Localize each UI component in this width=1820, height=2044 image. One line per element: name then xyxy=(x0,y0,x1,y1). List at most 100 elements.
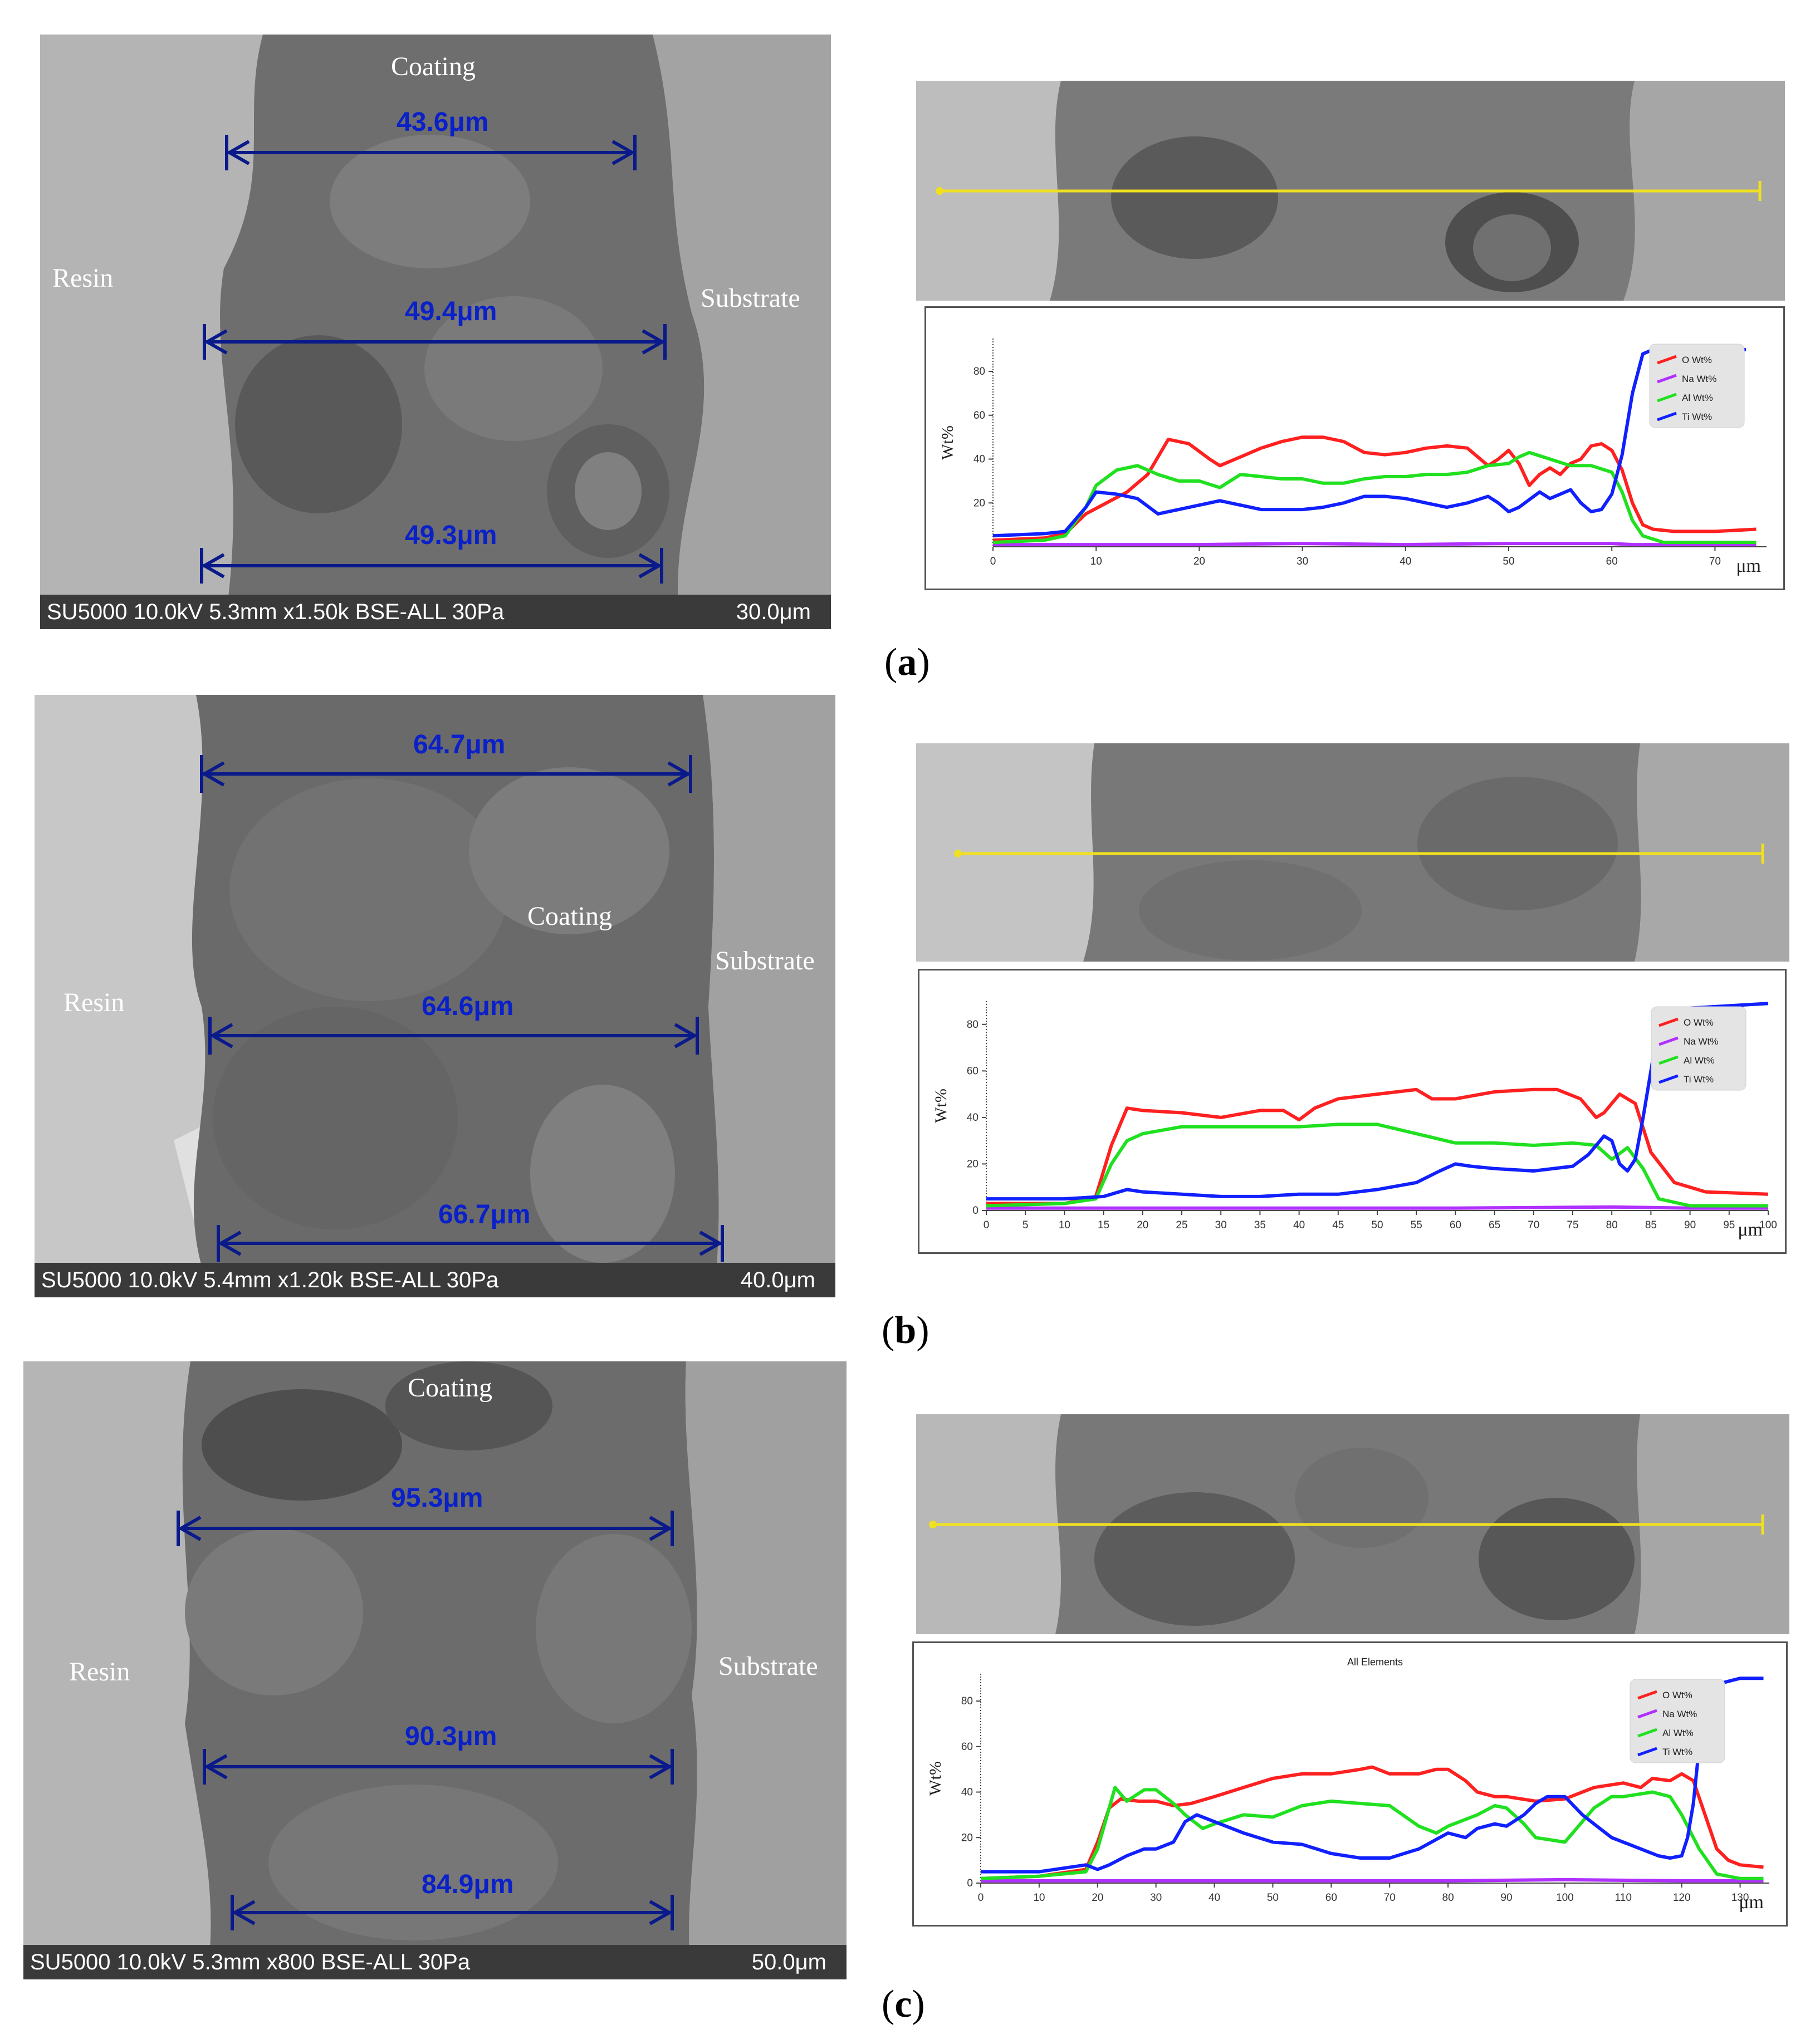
linescan-chart-a: 0 10 20 30 40 50 60 70 20 40 60 80 μm Wt% O Wt% Na Wt% A… xyxy=(924,306,1785,590)
linescan-texture-b xyxy=(916,743,1789,962)
panel-label-b: (b) xyxy=(882,1309,929,1352)
linescan-image-a xyxy=(916,81,1785,301)
linescan-image-b xyxy=(916,743,1789,962)
series-line-o xyxy=(980,1765,1764,1880)
legend-label: Na Wt% xyxy=(1682,374,1716,384)
resin-label-c: Resin xyxy=(69,1657,130,1687)
legend-swatch xyxy=(1657,374,1677,384)
legend-box xyxy=(1630,1679,1725,1763)
x-tick-label: 50 xyxy=(1267,1892,1279,1904)
series-line-al xyxy=(986,1123,1768,1208)
x-tick-label: 100 xyxy=(1556,1892,1574,1904)
y-tick-label: 80 xyxy=(973,366,985,378)
series-line-ti xyxy=(981,1677,1764,1874)
x-axis-label: μm xyxy=(1736,556,1761,576)
substrate-label-c: Substrate xyxy=(718,1651,818,1681)
x-tick-label: 65 xyxy=(1489,1219,1500,1231)
x-tick-label: 90 xyxy=(1500,1892,1512,1904)
x-tick-label: 30 xyxy=(1150,1892,1162,1904)
x-tick-label: 60 xyxy=(1606,556,1618,567)
legend-label: O Wt% xyxy=(1682,355,1712,365)
series-line-ti xyxy=(992,347,1746,538)
coating-label-a: Coating xyxy=(391,52,476,81)
x-tick-label: 0 xyxy=(978,1892,984,1904)
sem-info-bar-b: SU5000 10.0kV 5.4mm x1.20k BSE-ALL 30Pa … xyxy=(35,1263,835,1297)
series-line-o xyxy=(986,1087,1769,1205)
x-tick-label: 10 xyxy=(1033,1892,1045,1904)
legend-box xyxy=(1649,344,1745,428)
linescan-chart-b: 0 5 10 15 20 25 30 35 40 45 50 55 60 65 70 75 80 85 90 95 10… xyxy=(918,969,1787,1254)
x-tick-label: 75 xyxy=(1567,1219,1578,1231)
x-tick-label: 55 xyxy=(1411,1219,1422,1231)
legend-swatch xyxy=(1658,1055,1679,1065)
x-tick-label: 130 xyxy=(1731,1892,1749,1904)
legend-label: O Wt% xyxy=(1684,1017,1714,1028)
sem-image-b: Coating Resin Substrate 64.7μm 64.6μm 66… xyxy=(35,695,835,1297)
x-tick-label: 20 xyxy=(1193,556,1205,567)
x-tick-label: 70 xyxy=(1709,556,1721,567)
series-line-ti xyxy=(986,1002,1769,1201)
y-tick-label: 20 xyxy=(967,1158,979,1170)
linescan-image-c xyxy=(916,1414,1789,1634)
series-line-al xyxy=(992,450,1757,545)
x-tick-label: 15 xyxy=(1098,1219,1109,1231)
x-tick-label: 10 xyxy=(1090,556,1102,567)
x-tick-label: 110 xyxy=(1615,1892,1632,1904)
coating-label-c: Coating xyxy=(408,1373,492,1403)
chart-svg-c: All Elements 0 10 20 30 40 50 60 70 80 90 100 110 120… xyxy=(926,1656,1769,1913)
sem-scale-text-a: 30.0μm xyxy=(736,599,811,624)
coating-label-b: Coating xyxy=(527,901,612,931)
sem-info-text-a: SU5000 10.0kV 5.3mm x1.50k BSE-ALL 30Pa xyxy=(47,599,505,624)
x-tick-label: 70 xyxy=(1528,1219,1539,1231)
series-line-na xyxy=(986,1205,1768,1210)
linescan-chart-c: All Elements 0 10 20 30 40 50 60 70 80 90 100 110 120… xyxy=(912,1641,1788,1927)
sem-scale-text-c: 50.0μm xyxy=(751,1949,826,1974)
x-tick-label: 5 xyxy=(1022,1219,1029,1231)
substrate-label-a: Substrate xyxy=(701,283,800,313)
measurement-3-a: 49.3μm xyxy=(405,521,497,550)
legend-swatch xyxy=(1637,1690,1657,1700)
x-tick-label: 25 xyxy=(1176,1219,1187,1231)
measure-arrows-c xyxy=(177,1511,674,1930)
x-axis-label: μm xyxy=(1739,1892,1764,1913)
measure-arrows-a xyxy=(200,135,667,584)
legend-label: Al Wt% xyxy=(1662,1728,1694,1738)
arrow-1-c xyxy=(177,1511,674,1546)
chart-title: All Elements xyxy=(1347,1656,1403,1668)
chart-svg-b: 0 5 10 15 20 25 30 35 40 45 50 55 60 65 70 75 80 85 90 95 10… xyxy=(932,1001,1777,1240)
x-tick-label: 10 xyxy=(1059,1219,1070,1231)
sem-texture-a xyxy=(40,35,831,629)
x-tick-label: 80 xyxy=(1442,1892,1454,1904)
series-line-na xyxy=(993,542,1757,547)
linescan-texture-c xyxy=(916,1414,1789,1634)
legend-swatch xyxy=(1658,1017,1679,1027)
sem-info-text-b: SU5000 10.0kV 5.4mm x1.20k BSE-ALL 30Pa xyxy=(41,1267,499,1292)
x-tick-label: 0 xyxy=(984,1219,990,1231)
x-tick-label: 60 xyxy=(1325,1892,1337,1904)
legend-label: Ti Wt% xyxy=(1682,411,1712,422)
legend-label: Ti Wt% xyxy=(1662,1747,1692,1757)
panel-label-a: (a) xyxy=(884,641,930,684)
series-line-na xyxy=(981,1878,1764,1883)
measurement-1-b: 64.7μm xyxy=(413,730,506,759)
y-tick-label: 20 xyxy=(961,1832,973,1844)
measurement-2-b: 64.6μm xyxy=(422,992,514,1021)
resin-label-b: Resin xyxy=(63,988,125,1017)
x-tick-label: 45 xyxy=(1332,1219,1344,1231)
x-tick-label: 95 xyxy=(1723,1219,1735,1231)
legend-label: Ti Wt% xyxy=(1684,1074,1714,1085)
x-tick-label: 35 xyxy=(1254,1219,1266,1231)
legend-swatch xyxy=(1637,1709,1657,1719)
arrow-2-a xyxy=(203,324,667,360)
measurement-2-a: 49.4μm xyxy=(405,297,497,326)
substrate-label-b: Substrate xyxy=(715,946,815,976)
x-tick-label: 85 xyxy=(1645,1219,1657,1231)
x-tick-label: 0 xyxy=(990,556,996,567)
sem-image-c: Coating Resin Substrate 95.3μm 90.3μm 84… xyxy=(23,1361,847,1979)
arrow-2-c xyxy=(203,1749,674,1785)
legend-swatch xyxy=(1658,1074,1679,1084)
x-tick-label: 40 xyxy=(1209,1892,1220,1904)
x-tick-label: 100 xyxy=(1759,1219,1777,1231)
x-tick-label: 90 xyxy=(1684,1219,1696,1231)
legend-swatch xyxy=(1658,1036,1679,1046)
